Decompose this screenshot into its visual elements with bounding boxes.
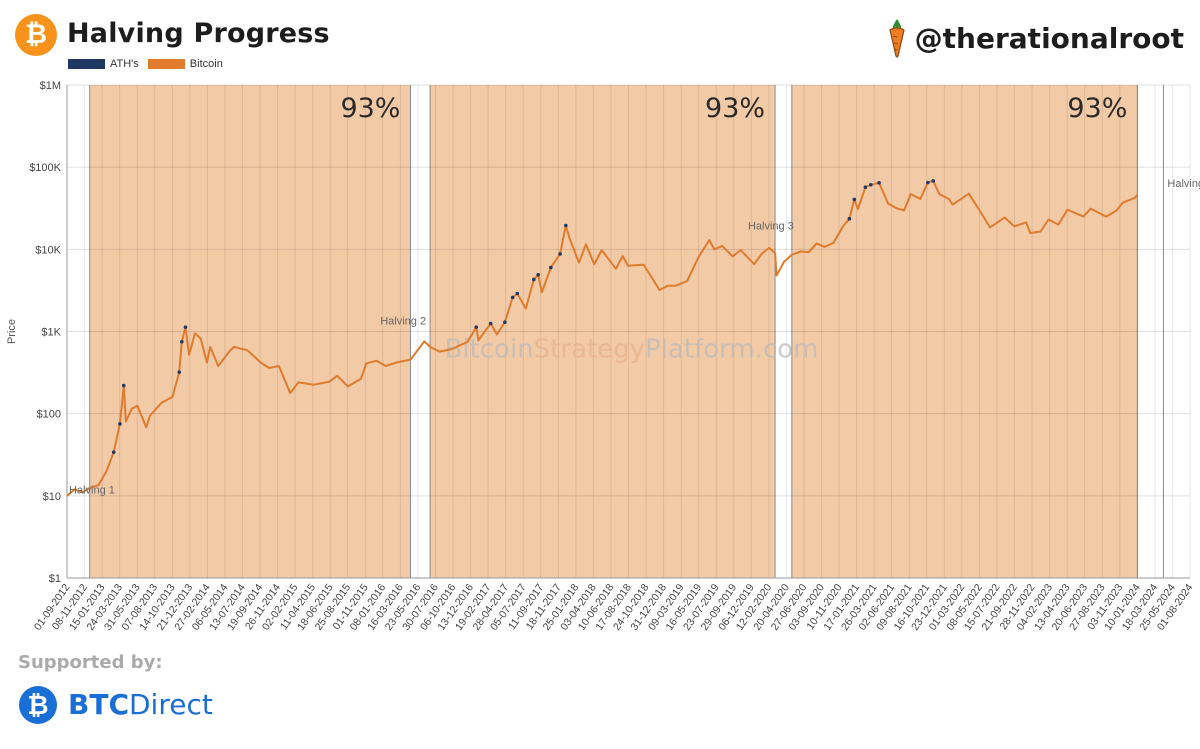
- halving-progress-label: 93%: [340, 93, 400, 124]
- ath-point: [847, 217, 852, 221]
- author-handle: @therationalroot: [886, 18, 1184, 58]
- y-tick-label: $10: [43, 491, 61, 503]
- halving-period-band-2: [430, 85, 776, 578]
- watermark-segment: Bitcoin: [444, 335, 533, 365]
- halving-marker-label: Halving 4: [1167, 178, 1200, 190]
- legend-item-bitcoin[interactable]: Bitcoin: [147, 58, 223, 70]
- ath-point: [118, 422, 122, 426]
- halving-chart: $1 $10 $100 $1K $10K $100K $1M 93% 93% 93% Bitcoin…: [6, 80, 1200, 633]
- svg-text:₿: ₿: [27, 691, 48, 721]
- carrot-icon: [888, 19, 905, 58]
- ath-point: [111, 450, 116, 454]
- ath-point: [183, 325, 188, 329]
- halving-progress-label: 93%: [705, 93, 765, 124]
- y-tick-label: $100K: [29, 162, 61, 174]
- halving-marker-label: Halving 2: [380, 316, 426, 328]
- y-tick-label: $10K: [35, 244, 61, 256]
- legend-swatch-bitcoin: [147, 59, 185, 69]
- halving-marker-label: Halving 1: [69, 484, 115, 496]
- ath-point: [474, 325, 479, 329]
- ath-point: [877, 181, 881, 185]
- ath-point: [558, 252, 562, 256]
- watermark-segment: Strategy: [534, 335, 645, 365]
- ath-point: [852, 197, 857, 202]
- halving-progress-label: 93%: [1067, 93, 1127, 124]
- ath-point: [515, 291, 520, 296]
- ath-point: [536, 272, 540, 277]
- bitcoin-icon: ₿: [15, 14, 57, 56]
- ath-point: [531, 277, 536, 282]
- ath-point: [931, 179, 936, 183]
- legend-swatch-ath: [68, 59, 105, 69]
- supported-by-label: Supported by:: [18, 652, 163, 673]
- page-title: Halving Progress: [67, 18, 330, 49]
- ath-point: [869, 183, 873, 187]
- halving-marker-label: Halving 3: [748, 220, 794, 232]
- legend-label-bitcoin: Bitcoin: [189, 58, 223, 70]
- y-tick-label: $1M: [40, 80, 61, 92]
- sponsor-logo[interactable]: ₿ BTCDirect: [16, 680, 213, 728]
- legend-label-ath: ATH's: [110, 58, 139, 70]
- y-tick-label: $1: [49, 573, 61, 585]
- author-handle-text: @therationalroot: [914, 21, 1184, 55]
- sponsor-name: BTCDirect: [68, 687, 213, 721]
- y-tick-label: $100: [37, 409, 61, 421]
- ath-point: [177, 370, 182, 374]
- watermark-segment: Platform.com: [645, 335, 818, 365]
- legend-item-ath[interactable]: ATH's: [68, 58, 139, 70]
- ath-point: [121, 383, 126, 388]
- ath-point: [563, 223, 568, 228]
- ath-point: [503, 320, 507, 324]
- ath-point: [510, 295, 515, 300]
- bitcoin-price-line: [66, 179, 1139, 497]
- halving-period-band-1: [89, 85, 411, 578]
- halving-period-band-3: [791, 85, 1138, 578]
- y-axis-title: Price: [6, 319, 18, 344]
- watermark-text: BitcoinStrategyPlatform.com: [444, 335, 818, 365]
- ath-point: [488, 321, 493, 326]
- ath-point: [926, 180, 930, 185]
- chart-legend: ATH's Bitcoin: [68, 58, 232, 70]
- ath-point: [549, 265, 553, 270]
- btcdirect-bitcoin-icon: ₿: [19, 686, 57, 724]
- ath-point: [180, 339, 184, 344]
- y-tick-label: $1K: [41, 327, 61, 339]
- ath-point: [863, 185, 868, 190]
